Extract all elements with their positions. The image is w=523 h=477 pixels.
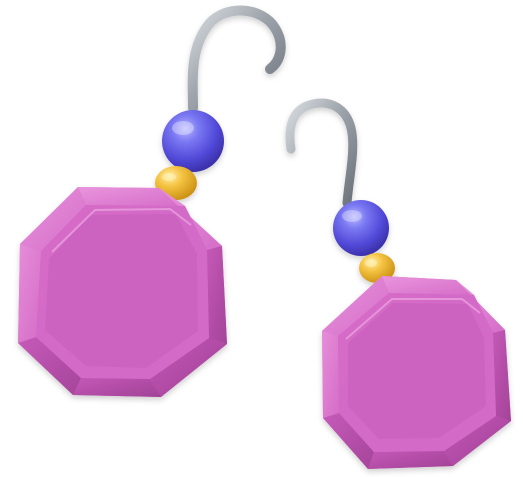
left-earring-hook — [187, 5, 286, 113]
right-earring-blue-bead — [333, 200, 389, 256]
right-earring-gem — [322, 276, 511, 469]
right-earring — [285, 98, 511, 469]
left-earring-gem — [18, 187, 227, 397]
right-earring-hook — [285, 98, 358, 208]
left-earring — [18, 5, 286, 397]
left-earring-blue-bead — [162, 110, 224, 172]
